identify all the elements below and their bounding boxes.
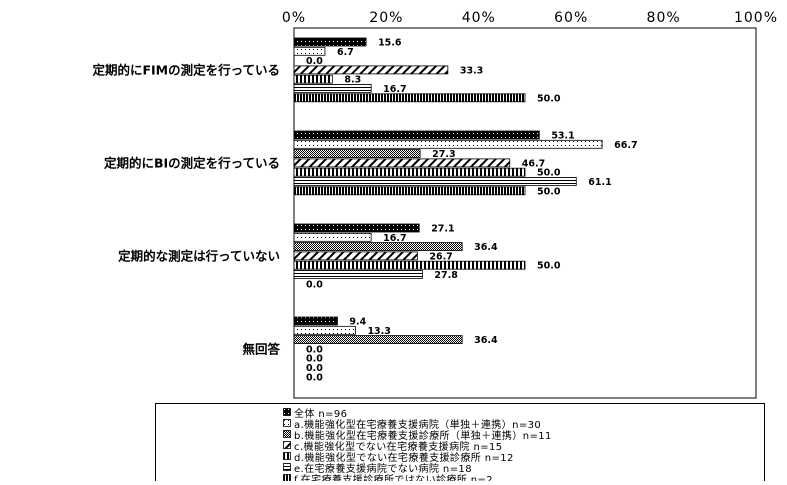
data-label: 0.0 — [306, 279, 323, 290]
data-label: 0.0 — [306, 56, 323, 67]
data-label: 27.1 — [431, 224, 454, 235]
bar — [293, 232, 372, 242]
legend-swatch — [283, 452, 291, 460]
legend-item: d.機能強化型でない在宅療養支援診療所 n=12 — [283, 450, 514, 464]
x-tick-label: 60% — [554, 10, 588, 26]
category-label: 定期的にBIの測定を行っている — [103, 156, 280, 171]
data-label: 0.0 — [306, 354, 323, 365]
data-label: 26.7 — [429, 251, 452, 262]
bar — [293, 74, 333, 84]
x-tick-label: 80% — [647, 10, 681, 26]
bar — [293, 37, 367, 47]
bar — [293, 177, 577, 186]
data-label: 36.4 — [474, 335, 498, 346]
bar — [293, 251, 418, 261]
bar — [293, 130, 540, 140]
data-label: 36.4 — [474, 242, 498, 253]
legend-item: f.在宅療養支援診療所ではない診療所 n=2 — [283, 472, 493, 481]
legend-item: c.機能強化型でない在宅療養支援病院 n=15 — [283, 439, 503, 453]
data-label: 0.0 — [306, 344, 323, 355]
data-label: 50.0 — [537, 168, 561, 179]
data-label: 46.7 — [522, 158, 545, 169]
bar — [293, 65, 449, 75]
legend-item: b.機能強化型在宅療養支援診療所（単独＋連携）n=11 — [283, 428, 552, 442]
legend-label: a.機能強化型在宅療養支援病院（単独＋連携）n=30 — [294, 419, 542, 431]
data-label: 13.3 — [367, 326, 390, 337]
data-label: 27.8 — [434, 270, 458, 281]
legend-swatch — [283, 430, 291, 438]
category-label: 定期的な測定は行っていない — [117, 249, 280, 264]
bar — [293, 223, 420, 233]
legend-label: b.機能強化型在宅療養支援診療所（単独＋連携）n=11 — [294, 430, 552, 442]
legend-label: e.在宅療養支援病院でない病院 n=18 — [294, 463, 472, 475]
data-label: 50.0 — [537, 261, 561, 272]
bar — [293, 242, 463, 252]
bar — [293, 325, 356, 335]
legend-swatch — [283, 463, 291, 471]
data-label: 8.3 — [344, 75, 361, 86]
legend-label: 全体 n=96 — [294, 408, 348, 420]
legend-swatch — [283, 441, 291, 449]
bar — [293, 93, 526, 103]
data-label: 6.7 — [337, 47, 354, 58]
legend-item: 全体 n=96 — [283, 406, 348, 420]
x-tick-label: 20% — [369, 10, 403, 26]
legend-swatch — [283, 408, 291, 416]
data-label: 0.0 — [306, 372, 323, 383]
legend-swatch — [283, 419, 291, 427]
bar — [293, 186, 526, 196]
category-label: 定期的にFIMの測定を行っている — [91, 63, 280, 78]
data-label: 0.0 — [306, 363, 323, 374]
bar — [293, 149, 421, 159]
plot-frame — [293, 27, 757, 399]
x-tick-label: 0% — [282, 10, 306, 26]
data-label: 16.7 — [383, 84, 406, 95]
data-label: 50.0 — [537, 93, 561, 104]
data-label: 66.7 — [614, 140, 637, 151]
bar — [293, 139, 603, 149]
bar — [293, 167, 526, 177]
legend: 全体 n=96 a.機能強化型在宅療養支援病院（単独＋連携）n=30 b.機能強化型… — [155, 403, 765, 481]
data-label: 16.7 — [383, 233, 406, 244]
data-label: 27.3 — [432, 149, 455, 160]
bar — [293, 335, 463, 345]
data-label: 15.6 — [378, 38, 402, 49]
data-label: 61.1 — [588, 177, 611, 188]
category-label: 無回答 — [242, 342, 280, 357]
data-label: 53.1 — [551, 131, 574, 142]
bar — [293, 270, 423, 279]
legend-item: a.機能強化型在宅療養支援病院（単独＋連携）n=30 — [283, 417, 542, 431]
data-label: 9.4 — [349, 317, 366, 328]
bar — [293, 84, 372, 93]
x-tick-label: 100% — [734, 10, 778, 26]
legend-label: c.機能強化型でない在宅療養支援病院 n=15 — [294, 441, 503, 453]
x-tick-label: 40% — [462, 10, 496, 26]
bar — [293, 158, 511, 168]
legend-label: d.機能強化型でない在宅療養支援診療所 n=12 — [294, 452, 514, 464]
bar — [293, 260, 526, 270]
data-label: 33.3 — [460, 65, 483, 76]
bar — [293, 316, 338, 326]
bar — [293, 46, 326, 56]
data-label: 50.0 — [537, 186, 561, 197]
legend-swatch — [283, 474, 291, 481]
legend-label: f.在宅療養支援診療所ではない診療所 n=2 — [294, 474, 494, 482]
legend-item: e.在宅療養支援病院でない病院 n=18 — [283, 461, 472, 475]
